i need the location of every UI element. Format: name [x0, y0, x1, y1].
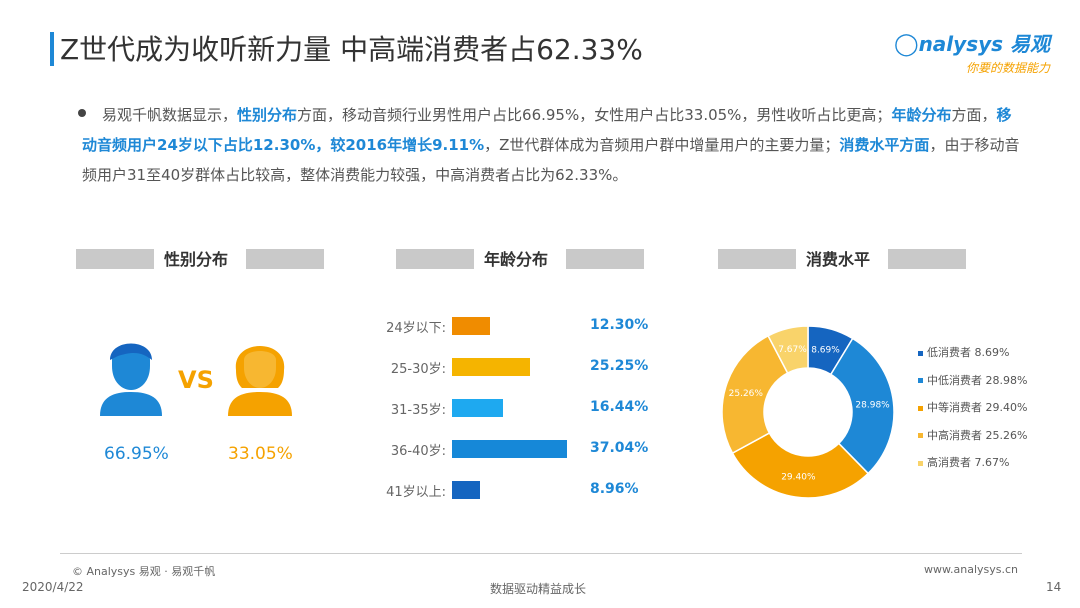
summary-text: 易观千帆数据显示，	[102, 106, 238, 124]
summary-text: 方面，	[951, 106, 997, 124]
age-value-label: 37.04%	[590, 440, 649, 456]
logo-main: ◯nalysys 易观	[893, 32, 1050, 57]
female-percentage: 33.05%	[228, 444, 293, 464]
footer-date: 2020/4/22	[22, 580, 84, 594]
legend-swatch	[918, 405, 923, 411]
age-value-label: 25.25%	[590, 358, 649, 374]
section-title-age: 年龄分布	[484, 250, 549, 269]
legend-item: 中等消费者 29.40%	[918, 399, 1027, 415]
vs-label: VS	[178, 366, 214, 394]
footer-website: www.analysys.cn	[924, 563, 1018, 576]
age-bar	[452, 317, 491, 335]
summary-paragraph: 易观千帆数据显示，性别分布方面，移动音频行业男性用户占比66.95%，女性用户占…	[82, 100, 1022, 190]
donut-value-label: 7.67%	[778, 345, 807, 355]
legend-swatch	[918, 378, 923, 383]
legend-item: 中高消费者 25.26%	[918, 427, 1027, 443]
donut-value-label: 25.26%	[729, 389, 764, 399]
summary-highlight: 性别分布	[237, 106, 298, 124]
donut-slice	[721, 334, 789, 455]
legend-label: 高消费者 7.67%	[927, 456, 1010, 469]
footer-slogan: 数据驱动精益成长	[490, 582, 587, 596]
legend-item: 中低消费者 28.98%	[918, 372, 1027, 388]
title-accent-bar	[50, 32, 54, 66]
donut-value-label: 8.69%	[811, 345, 840, 355]
age-category-label: 24岁以下:	[386, 321, 446, 336]
bullet-icon	[78, 109, 86, 117]
legend-label: 低消费者 8.69%	[927, 346, 1010, 359]
age-category-label: 25-30岁:	[390, 362, 446, 377]
summary-text: ，Z世代群体成为音频用户群中增量用户的主要力量；	[484, 136, 840, 154]
summary-highlight: 消费水平方面	[839, 136, 930, 154]
donut-slice	[829, 337, 895, 475]
summary-text: ，由于移动音频用户31至40岁群体占比较高，整体消费能力较强，中高消费者占比为6…	[82, 136, 1020, 184]
section-title-consumption: 消费水平	[806, 250, 871, 269]
legend-label: 中低消费者 28.98%	[927, 373, 1028, 387]
page-title: Z世代成为收听新力量 中高端消费者占62.33%	[60, 33, 643, 66]
legend-item: 高消费者 7.67%	[918, 454, 1009, 470]
summary-highlight: 年龄分布	[891, 106, 952, 124]
footer-copyright: © Analysys 易观 · 易观千帆	[72, 565, 216, 578]
age-value-label: 8.96%	[590, 481, 639, 497]
male-user-icon	[100, 343, 162, 416]
male-percentage: 66.95%	[104, 444, 169, 464]
age-bar	[452, 481, 480, 499]
donut-slice	[767, 325, 809, 375]
legend-label: 中等消费者 29.40%	[927, 401, 1028, 414]
age-bar	[452, 399, 503, 417]
legend-item: 低消费者 8.69%	[918, 344, 1009, 360]
donut-value-label: 29.40%	[781, 472, 816, 482]
summary-text: 方面，移动音频行业男性用户占比66.95%，女性用户占比33.05%，男性收听占…	[297, 106, 892, 124]
section-title-gender: 性别分布	[164, 250, 229, 269]
legend-swatch	[918, 350, 923, 356]
brand-logo: ◯nalysys 易观 你要的数据能力	[894, 28, 1050, 76]
legend-label: 中高消费者 25.26%	[927, 428, 1028, 442]
female-user-icon	[228, 346, 292, 416]
age-category-label: 36-40岁:	[390, 444, 446, 459]
footer-divider	[60, 553, 1022, 554]
logo-slogan: 你要的数据能力	[965, 61, 1050, 75]
section-header-consumption: 消费水平	[718, 246, 966, 272]
legend-swatch	[918, 460, 923, 466]
page-number: 14	[1046, 580, 1062, 594]
legend-swatch	[918, 433, 923, 438]
age-value-label: 16.44%	[590, 399, 649, 415]
age-bar	[452, 358, 531, 376]
section-header-age: 年龄分布	[396, 246, 644, 272]
summary-highlight: 移动音频用户24岁以下占比12.30%，较2016年增长9.11%	[82, 106, 1012, 154]
donut-value-label: 28.98%	[855, 401, 890, 411]
age-category-label: 41岁以上:	[386, 485, 446, 500]
age-category-label: 31-35岁:	[390, 403, 446, 418]
age-value-label: 12.30%	[590, 317, 649, 333]
donut-slice	[731, 432, 870, 499]
consumption-donut-chart: 8.69% 28.98% 29.40% 25.26% 7.67%	[721, 325, 895, 499]
age-bar	[452, 440, 567, 458]
section-header-gender: 性别分布	[76, 246, 324, 272]
